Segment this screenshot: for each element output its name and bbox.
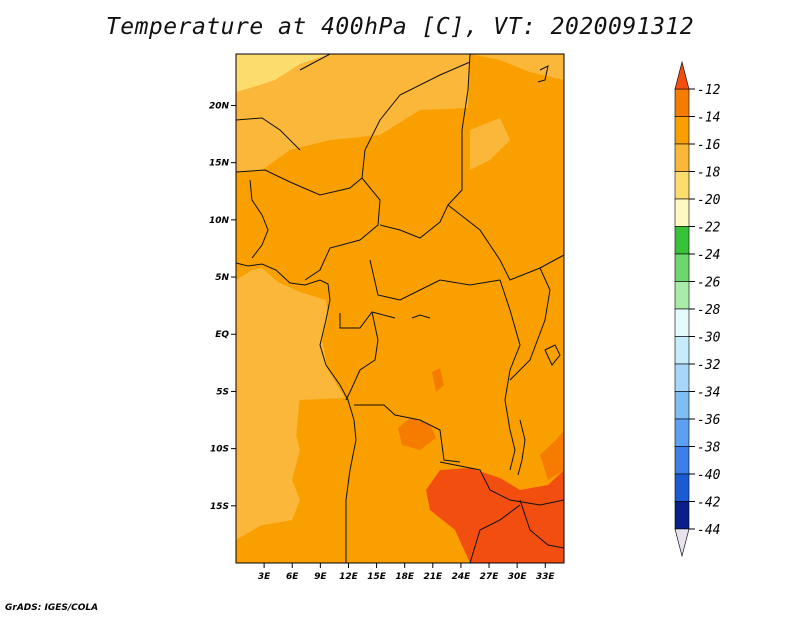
x-tick-label: 27E	[480, 572, 500, 582]
colorbar-label: -28	[697, 303, 721, 318]
colorbar-label: -16	[697, 138, 721, 153]
colorbar-label: -20	[697, 193, 721, 208]
colorbar-segment	[674, 501, 690, 530]
colorbar: -12 -14 -16 -18 -20 -22 -24 -26 -28 -30 -32 -34 -36 -…	[674, 60, 721, 558]
colorbar-segment	[674, 446, 690, 475]
colorbar-segment	[674, 281, 690, 310]
colorbar-segment	[674, 88, 690, 117]
x-tick-label: 6E	[286, 572, 299, 582]
colorbar-segment	[674, 473, 690, 502]
y-tick-label: 15S	[210, 502, 229, 512]
field-northeast	[470, 54, 564, 80]
y-tick-label: 20N	[209, 101, 230, 111]
colorbar-label: -22	[697, 221, 721, 236]
colorbar-segment	[674, 116, 690, 145]
x-tick-label: 30E	[508, 572, 528, 582]
colorbar-label: -24	[697, 248, 720, 263]
colorbar-segment	[674, 391, 690, 420]
colorbar-segment	[674, 418, 690, 447]
field-center-warm	[398, 418, 436, 450]
x-tick-label: 9E	[314, 572, 327, 582]
colorbar-label: -36	[697, 413, 721, 428]
field-south-warm	[426, 468, 564, 563]
colorbar-label: -12	[697, 83, 721, 98]
colorbar-bottom-arrow	[674, 528, 690, 558]
y-tick-label: 10S	[210, 445, 229, 455]
x-tick-label: 18E	[395, 572, 415, 582]
field-ne-patch	[470, 118, 510, 170]
x-tick-label: 33E	[536, 572, 556, 582]
colorbar-segment	[674, 171, 690, 200]
y-tick-label: 10N	[209, 216, 230, 226]
x-tick-label: 21E	[423, 572, 443, 582]
x-axis: 3E 6E 9E 12E 15E 18E 21E 24E 27E 30E 33E	[258, 563, 556, 582]
colorbar-label: -40	[697, 468, 721, 483]
map-field	[236, 54, 564, 563]
field-west-coast-2	[236, 380, 300, 540]
x-tick-label: 12E	[339, 572, 359, 582]
y-tick-label: 5S	[216, 387, 229, 397]
credit-text: GrADS: IGES/COLA	[5, 603, 99, 613]
x-tick-label: 24E	[452, 572, 472, 582]
colorbar-segment	[674, 253, 690, 282]
colorbar-segment	[674, 308, 690, 337]
chart-title: Temperature at 400hPa [C], VT: 202009131…	[105, 14, 695, 40]
plot-frame	[235, 53, 565, 564]
y-axis: 20N 15N 10N 5N EQ 5S 10S 15S	[209, 101, 236, 512]
colorbar-top-arrow	[674, 60, 690, 90]
field-nw-pale	[236, 54, 330, 92]
y-tick-label: EQ	[215, 330, 229, 340]
colorbar-label: -18	[697, 166, 721, 181]
x-tick-label: 15E	[367, 572, 387, 582]
colorbar-segment	[674, 143, 690, 172]
y-tick-label: 5N	[215, 273, 229, 283]
colorbar-label: -32	[697, 358, 721, 373]
colorbar-segment	[674, 363, 690, 392]
y-tick-label: 15N	[209, 159, 230, 169]
colorbar-label: -42	[697, 496, 721, 511]
colorbar-segment	[674, 226, 690, 255]
colorbar-label: -26	[697, 276, 721, 291]
colorbar-label: -14	[697, 111, 720, 126]
colorbar-label: -38	[697, 441, 721, 456]
field-north	[236, 54, 470, 172]
colorbar-segment	[674, 198, 690, 227]
country-borders	[236, 54, 564, 563]
colorbar-label: -30	[697, 331, 721, 346]
field-east-warm	[540, 430, 564, 480]
colorbar-label: -44	[697, 523, 720, 538]
colorbar-label: -34	[697, 386, 720, 401]
field-center-warm-2	[432, 368, 444, 392]
x-tick-label: 3E	[258, 572, 271, 582]
colorbar-segment	[674, 336, 690, 365]
